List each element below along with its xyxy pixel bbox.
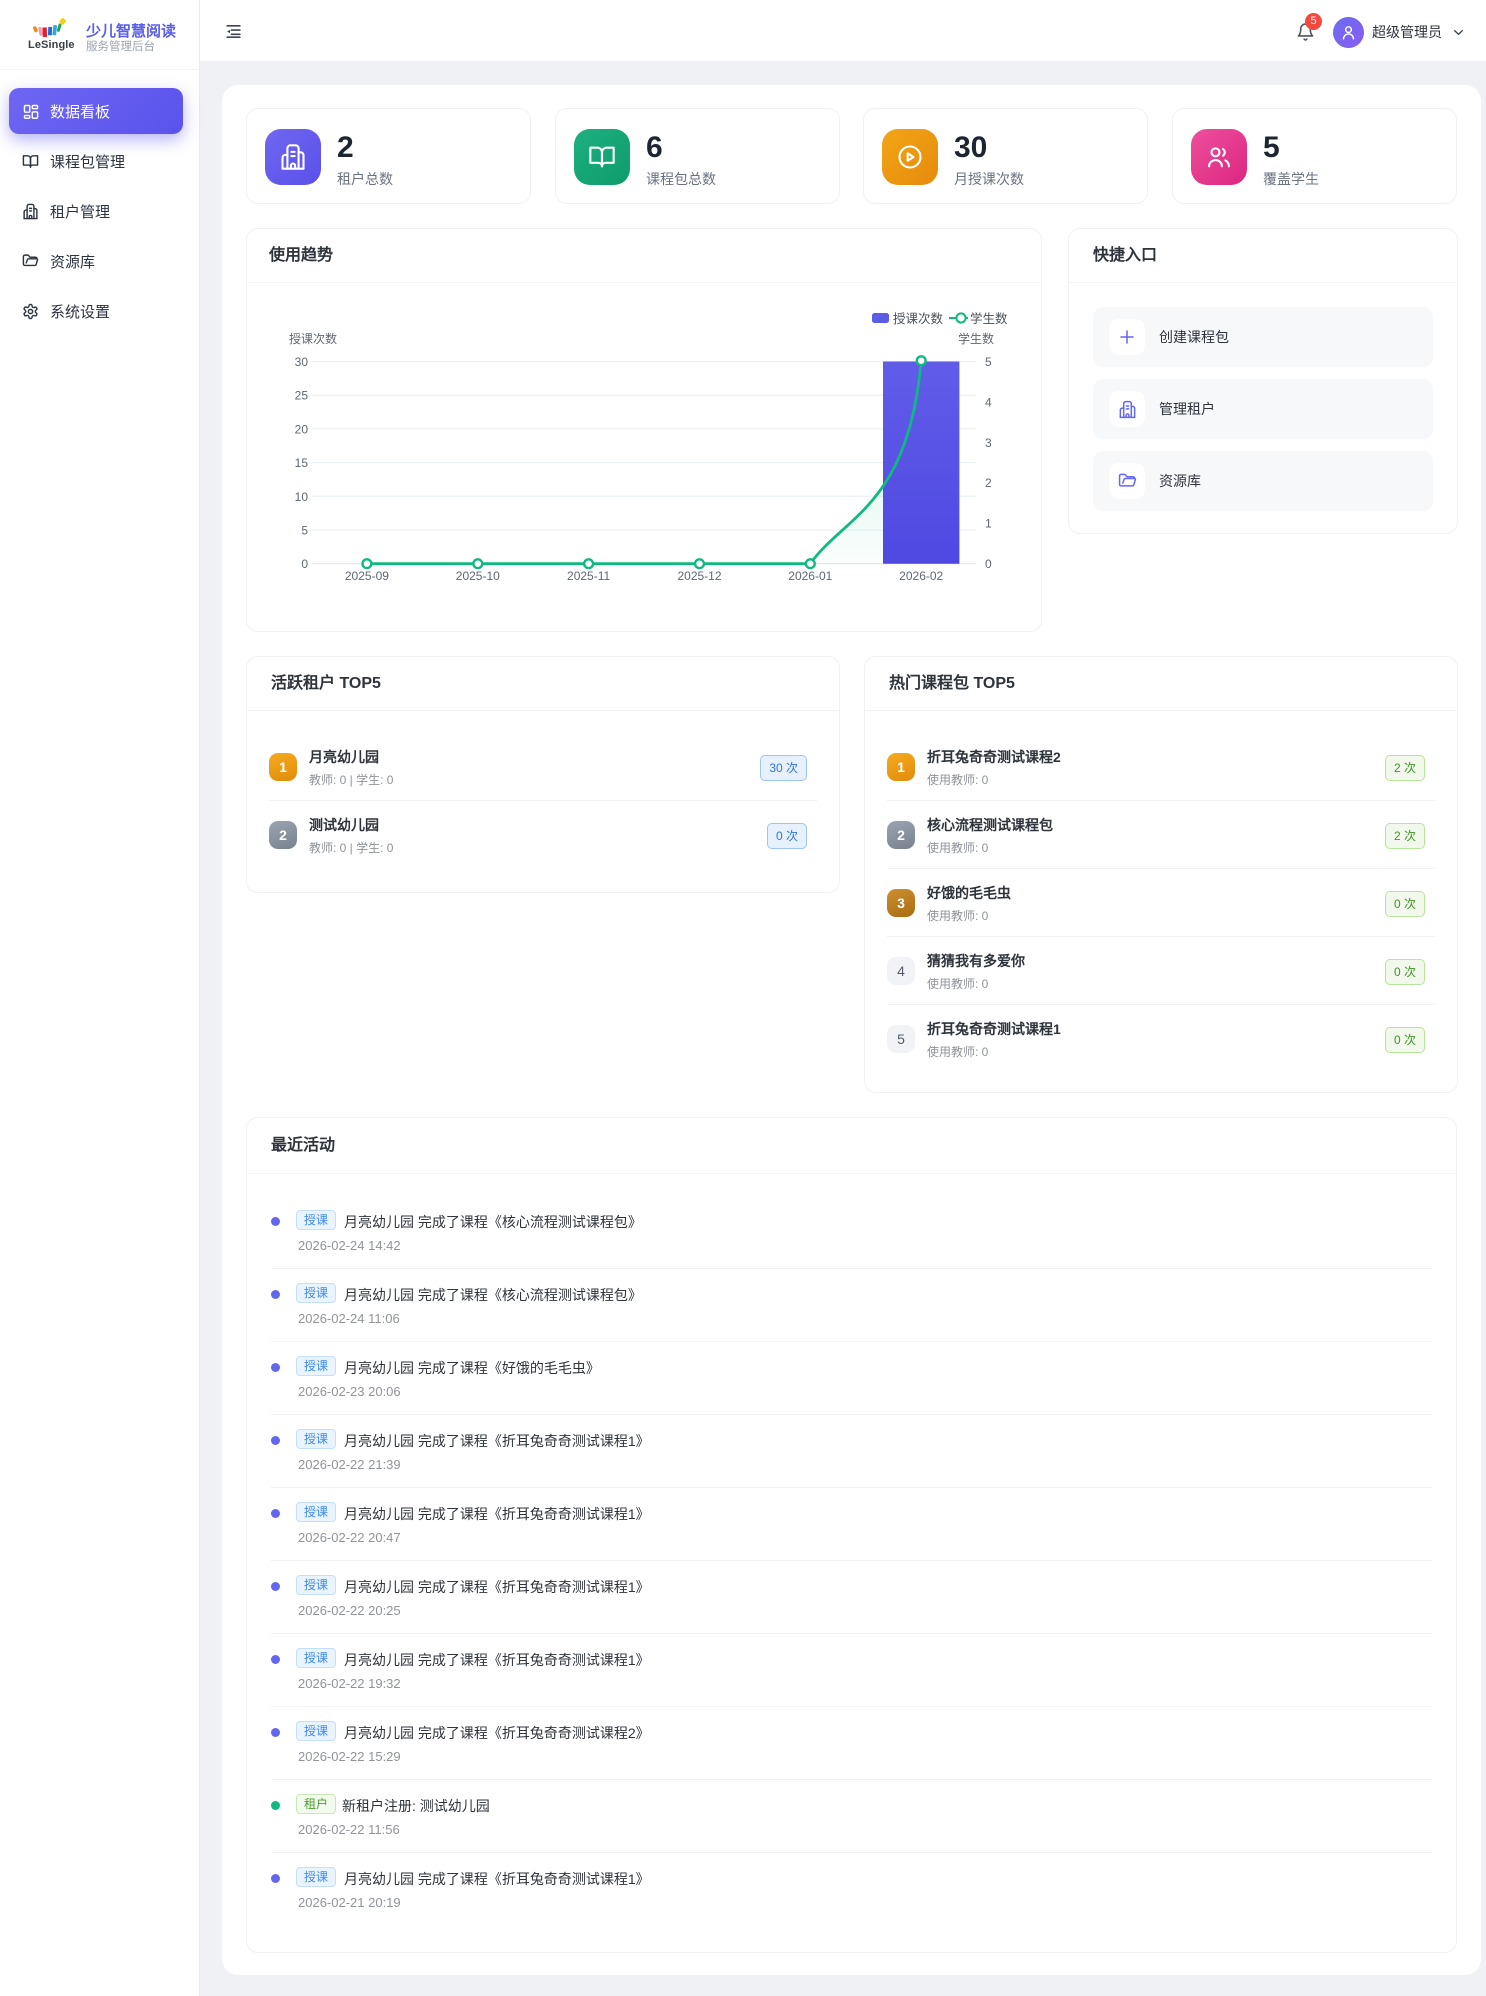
svg-text:0: 0 [301,557,308,571]
svg-text:0: 0 [985,557,992,571]
svg-text:2025-11: 2025-11 [567,569,610,583]
svg-text:2025-12: 2025-12 [677,569,721,583]
svg-text:5: 5 [985,355,992,369]
svg-text:2: 2 [985,476,992,490]
svg-text:1: 1 [985,517,992,531]
svg-text:2025-10: 2025-10 [456,569,500,583]
svg-text:授课次数: 授课次数 [289,331,337,346]
svg-text:5: 5 [301,524,308,538]
svg-text:2025-09: 2025-09 [345,569,389,583]
svg-text:20: 20 [295,422,309,436]
svg-text:15: 15 [295,456,309,470]
svg-text:学生数: 学生数 [970,311,1008,326]
svg-text:30: 30 [295,355,309,369]
svg-text:学生数: 学生数 [958,331,994,346]
svg-text:2026-02: 2026-02 [899,569,943,583]
svg-text:2026-01: 2026-01 [788,569,832,583]
svg-text:3: 3 [985,436,992,450]
svg-text:4: 4 [985,395,992,409]
svg-text:25: 25 [295,389,309,403]
svg-text:10: 10 [295,490,309,504]
svg-text:授课次数: 授课次数 [893,311,944,326]
